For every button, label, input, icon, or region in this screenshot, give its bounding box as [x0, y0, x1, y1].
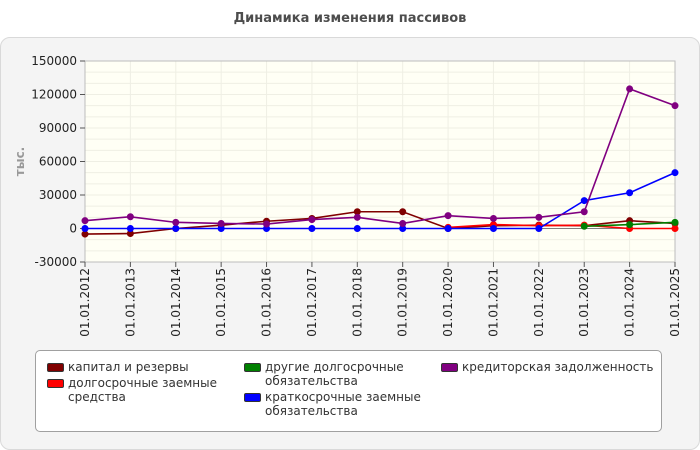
- legend-item-long-term-loans[interactable]: долгосрочные заемные средства: [47, 376, 217, 404]
- legend-label: капитал и резервы: [68, 360, 189, 374]
- data-point: [535, 213, 543, 221]
- y-tick-label: 60000: [39, 155, 77, 169]
- data-point: [671, 102, 679, 110]
- chart-title: Динамика изменения пассивов: [233, 11, 467, 26]
- y-tick-label: 0: [69, 222, 77, 236]
- x-tick-label: 01.01.2016: [260, 268, 274, 337]
- data-point: [489, 214, 497, 222]
- data-point: [580, 208, 588, 216]
- data-point: [580, 197, 588, 205]
- legend-swatch: [47, 363, 64, 372]
- data-point: [444, 212, 452, 220]
- legend-swatch: [441, 363, 458, 372]
- y-tick-label: 120000: [31, 88, 77, 102]
- data-point: [399, 208, 407, 216]
- y-tick-label: 30000: [39, 188, 77, 202]
- legend-swatch: [244, 363, 261, 372]
- data-point: [126, 225, 134, 233]
- data-point: [671, 225, 679, 233]
- data-point: [626, 85, 634, 93]
- data-point: [308, 225, 316, 233]
- x-tick-label: 01.01.2020: [441, 268, 455, 337]
- data-point: [626, 221, 634, 229]
- legend-label: кредиторская задолженность: [462, 360, 654, 374]
- y-axis-label: тыс.: [13, 147, 27, 176]
- data-point: [535, 225, 543, 233]
- legend-label: долгосрочные заемные средства: [68, 376, 217, 404]
- series-line: [84, 87, 676, 225]
- data-point: [580, 222, 588, 230]
- data-point: [263, 220, 271, 228]
- legend-swatch: [244, 393, 261, 402]
- x-tick-label: 01.01.2018: [350, 268, 364, 337]
- data-point: [217, 219, 225, 227]
- x-tick-label: 01.01.2014: [169, 268, 183, 337]
- data-point: [626, 189, 634, 197]
- data-point: [81, 217, 89, 225]
- x-tick-label: 01.01.2021: [486, 268, 500, 337]
- x-tick-label: 01.01.2025: [668, 268, 682, 337]
- data-point: [353, 225, 361, 233]
- data-point: [126, 213, 134, 221]
- legend-item-payables[interactable]: кредиторская задолженность: [441, 360, 653, 374]
- y-tick-label: 90000: [39, 121, 77, 135]
- data-point: [81, 225, 89, 233]
- chart-legend: капитал и резервы долгосрочные заемные с…: [35, 350, 662, 432]
- legend-item-short-term-loans[interactable]: краткосрочные заемные обязательства: [244, 390, 421, 418]
- x-tick-label: 01.01.2017: [305, 268, 319, 337]
- data-point: [353, 213, 361, 221]
- data-point: [671, 218, 679, 226]
- x-tick-label: 01.01.2022: [532, 268, 546, 337]
- series-line: [448, 223, 675, 230]
- legend-item-other-long-term[interactable]: другие долгосрочные обязательства: [244, 360, 404, 388]
- x-tick-label: 01.01.2012: [78, 268, 92, 337]
- data-point: [172, 225, 180, 233]
- data-point: [399, 219, 407, 227]
- legend-label: краткосрочные заемные обязательства: [265, 390, 421, 418]
- data-point: [444, 225, 452, 233]
- series-line: [85, 171, 676, 230]
- x-tick-label: 01.01.2015: [214, 268, 228, 337]
- legend-label: другие долгосрочные обязательства: [265, 360, 404, 388]
- x-tick-label: 01.01.2013: [123, 268, 137, 337]
- data-point: [172, 218, 180, 226]
- x-tick-label: 01.01.2023: [577, 268, 591, 337]
- data-point: [489, 225, 497, 233]
- data-point: [671, 169, 679, 177]
- x-tick-label: 01.01.2024: [623, 268, 637, 337]
- legend-item-capital[interactable]: капитал и резервы: [47, 360, 189, 374]
- y-tick-label: -30000: [34, 255, 77, 269]
- y-tick-label: 150000: [31, 54, 77, 68]
- legend-swatch: [47, 379, 64, 388]
- data-point: [308, 216, 316, 224]
- x-tick-label: 01.01.2019: [396, 268, 410, 337]
